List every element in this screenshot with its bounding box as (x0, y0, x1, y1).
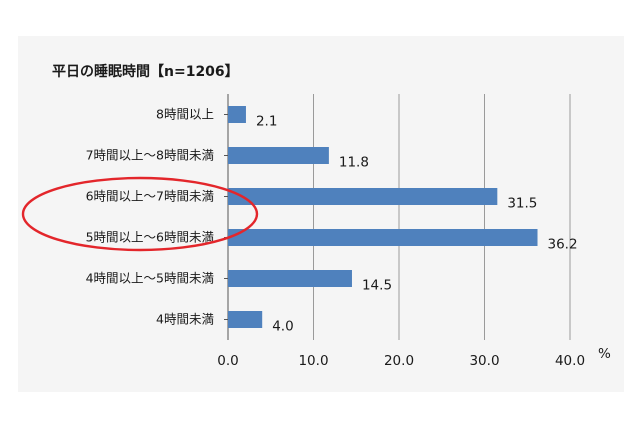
data-label: 11.8 (339, 155, 369, 171)
bar (228, 106, 246, 123)
category-label: 6時間以上～7時間未満 (86, 189, 214, 204)
category-label: 5時間以上～6時間未満 (86, 230, 214, 245)
category-label: 7時間以上～8時間未満 (86, 148, 214, 163)
chart-title: 平日の睡眠時間【n=1206】 (52, 63, 239, 80)
data-label: 31.5 (507, 196, 537, 212)
x-tick-label: 30.0 (469, 353, 499, 369)
highlight-ellipse (21, 176, 259, 252)
category-label: 4時間未満 (156, 312, 214, 327)
data-label: 4.0 (272, 319, 293, 335)
x-tick-label: 40.0 (555, 353, 585, 369)
category-label: 8時間以上 (156, 107, 214, 122)
x-tick-label: 20.0 (384, 353, 414, 369)
bar (228, 147, 329, 164)
data-label: 2.1 (256, 114, 277, 130)
chart-panel (18, 36, 624, 392)
bar (228, 270, 352, 287)
x-tick-label: 10.0 (298, 353, 328, 369)
category-label: 4時間以上～5時間未満 (86, 271, 214, 286)
data-label: 14.5 (362, 278, 392, 294)
data-label: 36.2 (548, 237, 578, 253)
bar (228, 311, 263, 328)
x-tick-label: 0.0 (217, 353, 238, 369)
bar (228, 188, 498, 205)
unit-label: % (598, 346, 611, 362)
bar (228, 229, 538, 246)
